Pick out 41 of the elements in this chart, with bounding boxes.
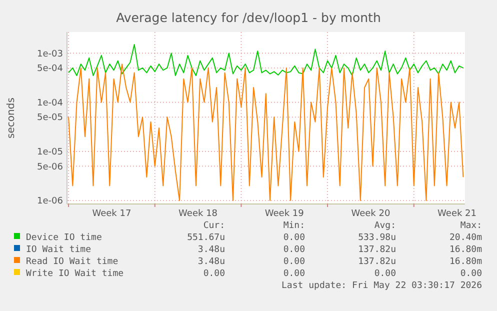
text: Max: — [460, 221, 482, 231]
legend-label: IO Wait time — [26, 245, 92, 255]
text: 0.00 — [283, 245, 305, 255]
y-tick-label: 1e-05 — [37, 148, 63, 158]
text: Last update: Fri May 22 03:30:17 2026 — [282, 281, 482, 291]
text: 16.80m — [449, 245, 482, 255]
y-tick-label: 1e-03 — [37, 49, 63, 60]
y-tick-label: 1e-06 — [37, 196, 64, 207]
legend-label: Write IO Wait time — [26, 269, 124, 279]
text: 20.40m — [449, 233, 482, 243]
text: 16.80m — [449, 257, 482, 267]
legend-label: Device IO time — [26, 233, 102, 243]
chart-title: Average latency for /dev/loop1 - by month — [116, 10, 381, 25]
y-tick-label: 5e-05 — [37, 113, 63, 124]
y-tick-label: 5e-06 — [37, 162, 64, 172]
text: 3.48u — [198, 257, 225, 267]
line-series — [68, 64, 464, 202]
y-tick-label: 1e-04 — [37, 98, 64, 108]
x-tick-label: Week 18 — [178, 209, 218, 219]
text: Avg: — [374, 221, 396, 231]
x-tick-label: Week 20 — [351, 209, 390, 219]
text: 0.00 — [374, 269, 396, 279]
text: 3.48u — [198, 245, 225, 255]
text: 0.00 — [283, 269, 305, 279]
x-tick-label: Week 19 — [264, 209, 304, 219]
text: 551.67u — [187, 233, 225, 243]
text: 0.00 — [283, 233, 305, 243]
legend-label: Read IO Wait time — [26, 257, 118, 267]
text: 137.82u — [358, 245, 396, 255]
text: 0.00 — [283, 257, 305, 267]
text: 137.82u — [358, 257, 396, 267]
x-tick-label: Week 21 — [438, 209, 477, 219]
text: 0.00 — [460, 269, 482, 279]
text: Min: — [283, 221, 305, 231]
text: 0.00 — [203, 269, 225, 279]
y-axis-title: seconds — [6, 98, 17, 138]
text: 533.98u — [358, 233, 396, 243]
y-tick-label: 5e-04 — [37, 64, 64, 74]
text: Cur: — [203, 221, 225, 231]
x-tick-label: Week 17 — [92, 209, 132, 219]
line-series — [68, 44, 464, 76]
